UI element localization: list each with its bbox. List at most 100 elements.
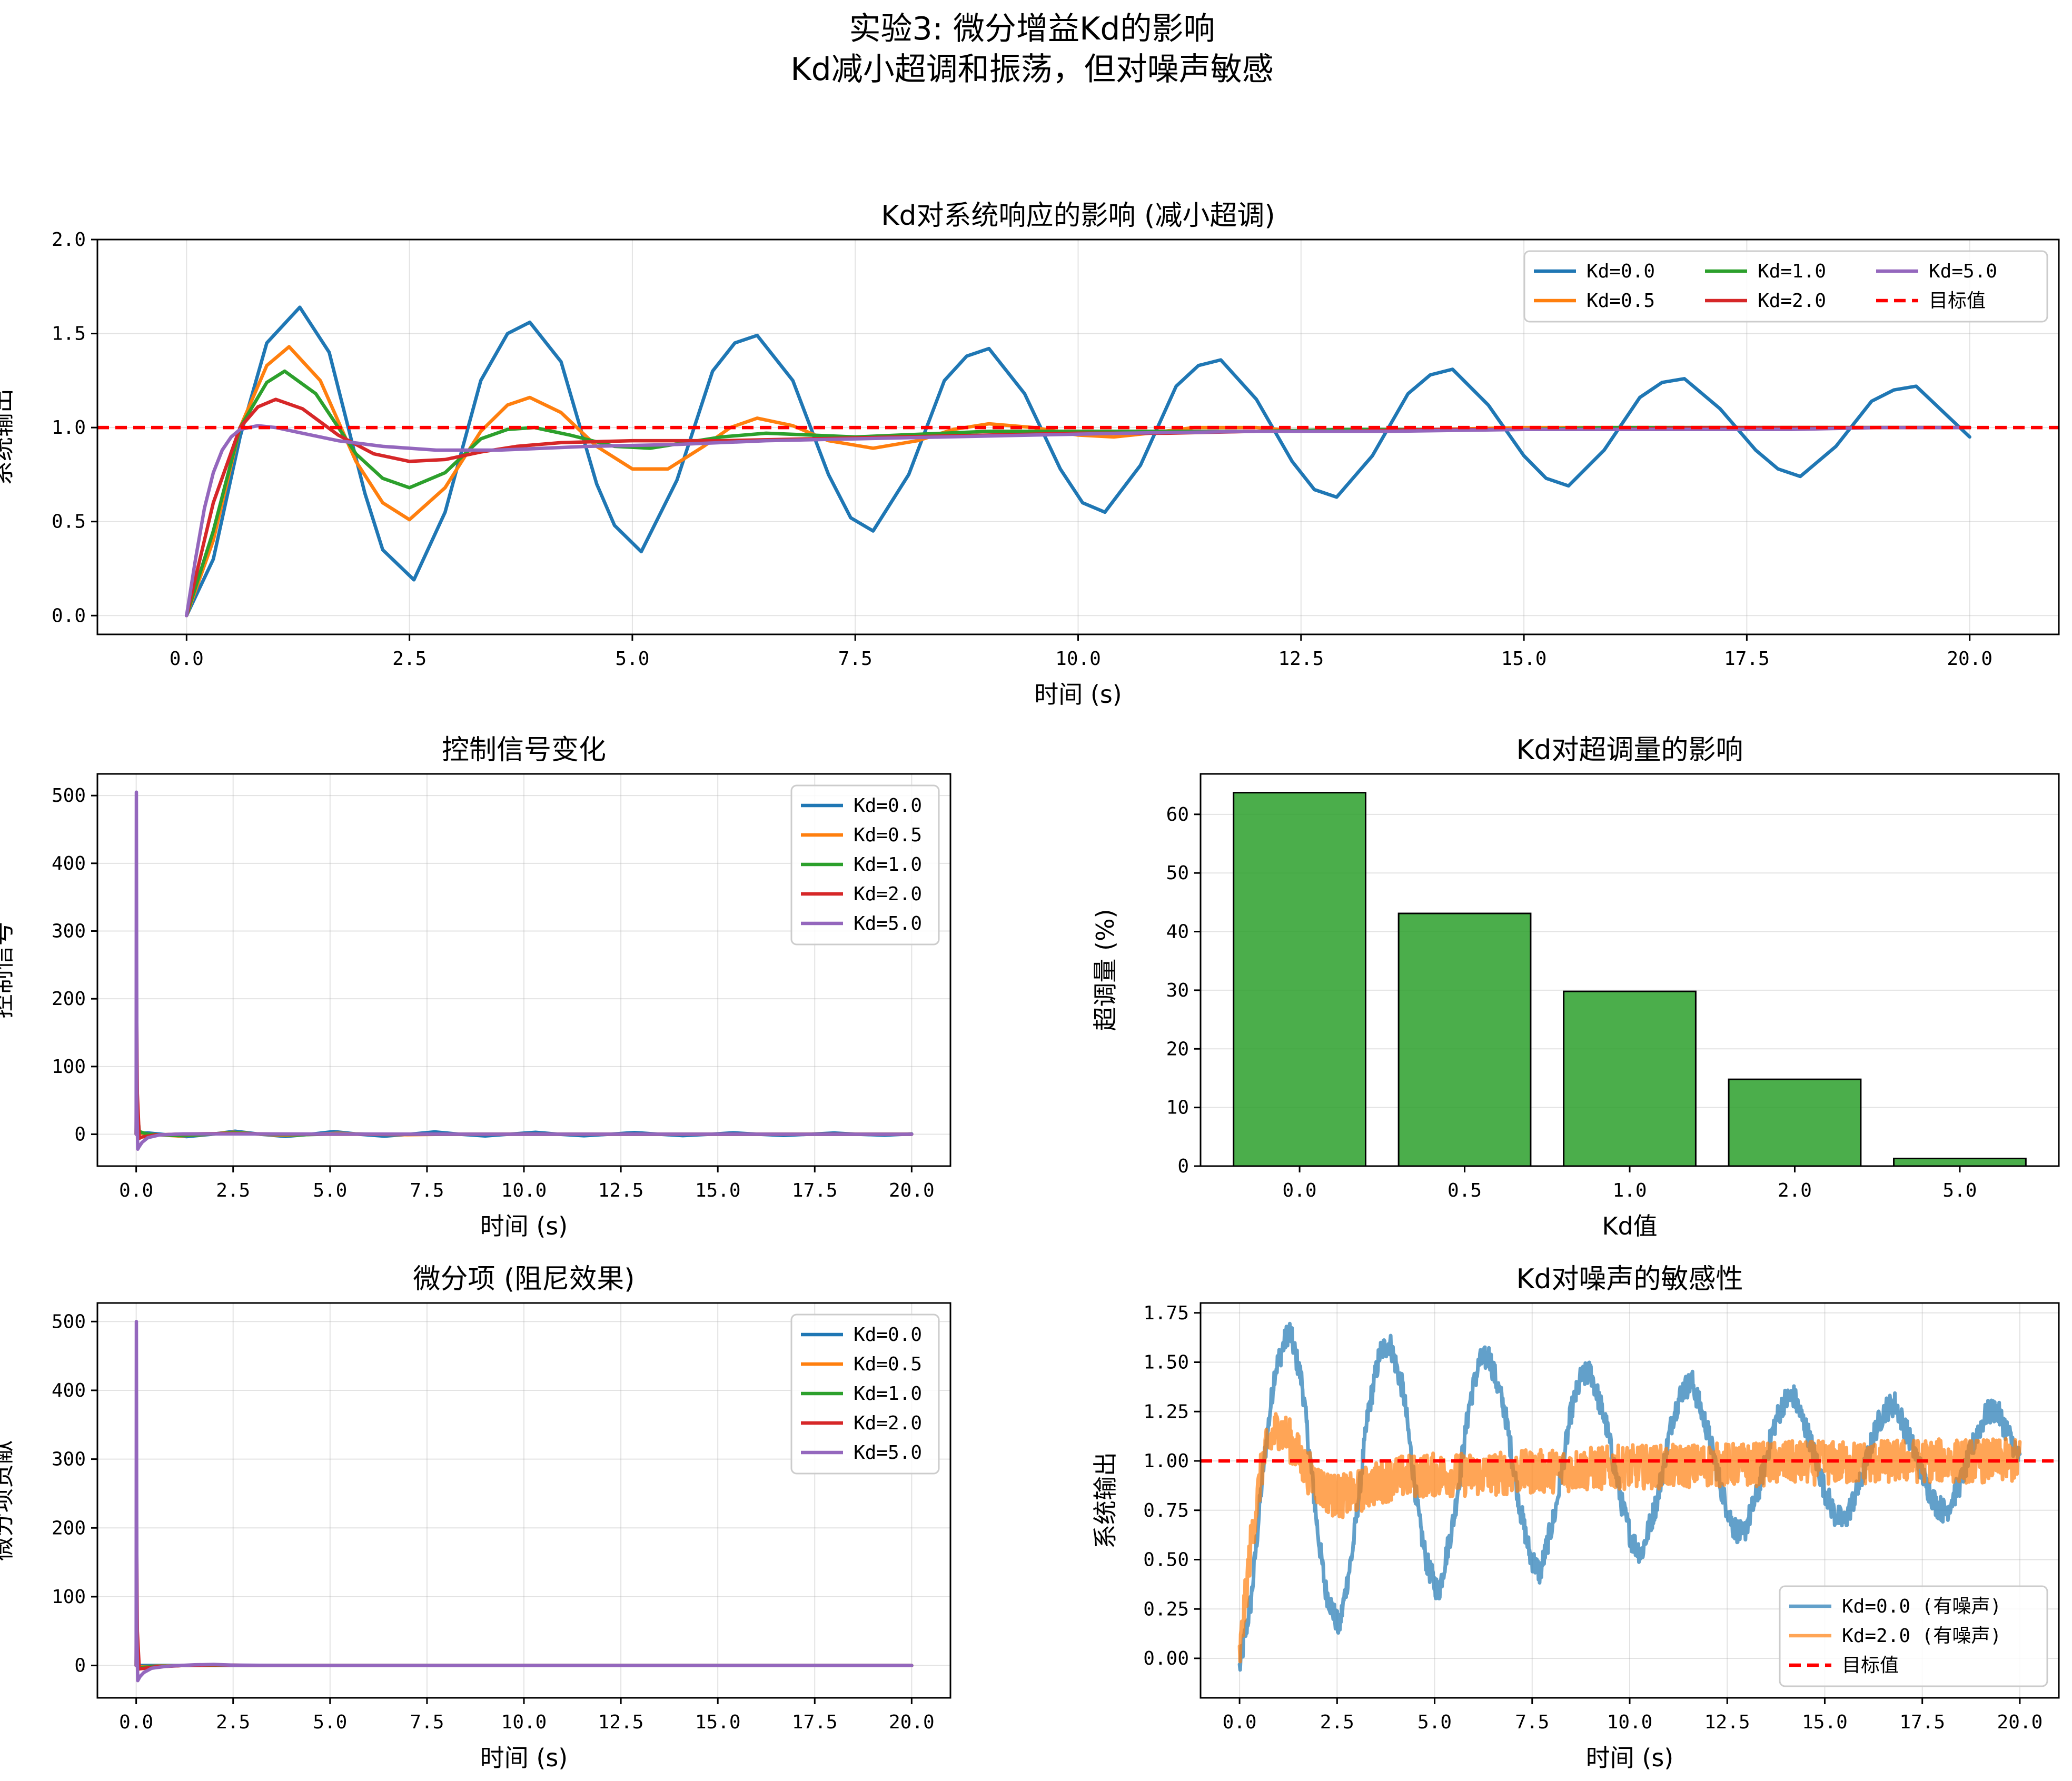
overshoot-bar-chart-panel: 0 10 20 30 40 50 60 Kd对超调量的影响 Kd值 超调量 (%) 0.0 0.5 1.… [1091,734,2060,1240]
0-ytick-label-3: 1.5 [52,323,86,345]
overshoot-category-label-2: 1.0 [1612,1180,1647,1201]
0-x-axis-label: 时间 (s) [1034,680,1122,709]
response-series-line-0 [185,305,1971,618]
1-chart-title: 控制信号变化 [442,734,606,766]
3-ytick-label-5: 500 [52,1311,86,1332]
4-ytick-label-1: 0.25 [1143,1598,1189,1620]
2-x-axis-label: Kd值 [1602,1212,1657,1240]
response-legend-label-2: Kd=1.0 [1758,261,1826,282]
response-series-line-4 [185,424,1971,618]
noise-legend-label-1: Kd=2.0 (有噪声) [1842,1625,2001,1647]
response-legend-label-3: Kd=2.0 [1758,290,1826,312]
figure-title-line-2: Kd减小超调和振荡，但对噪声敏感 [790,51,1273,88]
derivative-axes-frame [96,1302,951,1699]
overshoot-axes-frame [1199,773,2060,1167]
0-xtick-label-3: 7.5 [838,648,873,670]
4-xtick-label-6: 15.0 [1802,1712,1848,1733]
3-xtick-label-7: 17.5 [792,1712,838,1733]
overshoot-bar-1 [1397,912,1532,1167]
derivative-legend-box [790,1314,940,1475]
1-ytick-label-0: 0 [74,1124,86,1146]
derivative-legend-label-1: Kd=0.5 [854,1354,922,1375]
0-ytick-label-0: 0.0 [52,605,86,626]
0-xtick-label-8: 20.0 [1947,648,1992,670]
0-xtick-label-7: 17.5 [1724,648,1770,670]
1-xtick-label-6: 15.0 [695,1180,741,1201]
2-ytick-label-0: 0 [1177,1156,1189,1177]
4-xtick-label-1: 2.5 [1320,1712,1354,1733]
3-xtick-label-0: 0.0 [119,1712,153,1733]
control-legend-box [790,784,940,946]
overshoot-category-label-0: 0.0 [1283,1180,1317,1201]
derivative-legend-label-4: Kd=5.0 [854,1442,922,1464]
noise-legend: Kd=0.0 (有噪声) Kd=2.0 (有噪声) 目标值 [1779,1585,2048,1687]
3-xtick-label-1: 2.5 [216,1712,250,1733]
3-xtick-label-8: 20.0 [889,1712,935,1733]
derivative-legend-label-3: Kd=2.0 [854,1412,922,1434]
response-legend-label-5: 目标值 [1929,290,1986,312]
1-xtick-label-1: 2.5 [216,1180,250,1201]
control-axes-frame [96,773,951,1167]
1-xtick-label-5: 12.5 [598,1180,644,1201]
overshoot-category-label-4: 5.0 [1942,1180,1977,1201]
1-ytick-label-2: 200 [52,988,86,1010]
1-xtick-label-0: 0.0 [119,1180,153,1201]
response-legend-label-4: Kd=5.0 [1929,261,1997,282]
2-ytick-label-2: 20 [1166,1038,1189,1060]
3-ytick-label-3: 300 [52,1449,86,1470]
4-xtick-label-5: 12.5 [1704,1712,1750,1733]
derivative-legend: Kd=0.0 Kd=0.5 Kd=1.0 Kd=2.0 Kd=5.0 [790,1314,940,1475]
0-ytick-label-1: 0.5 [52,511,86,533]
noise-legend-label-0: Kd=0.0 (有噪声) [1842,1596,2001,1617]
2-ytick-label-4: 40 [1166,921,1189,943]
4-xtick-label-3: 7.5 [1515,1712,1549,1733]
derivative-term-chart-panel: 0.0 2.5 5.0 7.5 10.0 12.5 15.0 17.5 20.0 0 100 200 3… [0,1263,951,1772]
4-xtick-label-0: 0.0 [1223,1712,1257,1733]
4-chart-title: Kd对噪声的敏感性 [1516,1263,1743,1295]
0-y-axis-label: 系统输出 [0,389,16,485]
control-series-line-4 [134,790,914,1151]
control-legend-label-4: Kd=5.0 [854,913,922,934]
4-ytick-label-7: 1.75 [1143,1302,1189,1324]
0-xtick-label-1: 2.5 [392,648,427,670]
response-series-group [97,305,2059,618]
0-xtick-label-2: 5.0 [615,648,649,670]
1-ytick-label-3: 300 [52,921,86,942]
0-ytick-label-4: 2.0 [52,229,86,251]
control-legend-label-2: Kd=1.0 [854,854,922,875]
1-ytick-label-4: 400 [52,853,86,874]
noise-sensitivity-chart-panel: 0.0 2.5 5.0 7.5 10.0 12.5 15.0 17.5 20.0 0.00 0.25… [1091,1263,2060,1772]
2-ytick-label-3: 30 [1166,980,1189,1001]
response-chart-panel: 0.0 2.5 5.0 7.5 10.0 12.5 15.0 17.5 20.0 0.0 0.5 1.… [0,200,2060,709]
overshoot-category-label-1: 0.5 [1448,1180,1482,1201]
overshoot-bar-2 [1563,990,1697,1167]
derivative-series-group [134,1320,914,1683]
noise-axes-frame [1199,1302,2060,1699]
figure-title-line-1: 实验3: 微分增益Kd的影响 [849,11,1215,47]
2-chart-title: Kd对超调量的影响 [1516,734,1743,766]
4-ytick-label-2: 0.50 [1143,1549,1189,1571]
1-ytick-label-5: 500 [52,785,86,807]
noise-series-line-1 [1237,1412,2022,1664]
2-ytick-label-5: 50 [1166,862,1189,884]
1-xtick-label-7: 17.5 [792,1180,838,1201]
3-ytick-label-0: 0 [74,1655,86,1677]
overshoot-bar-3 [1728,1078,1862,1167]
overshoot-bar-4 [1893,1158,2027,1167]
control-signal-chart-panel: 0.0 2.5 5.0 7.5 10.0 12.5 15.0 17.5 20.0 0 100 200 3… [0,734,951,1240]
derivative-legend-label-0: Kd=0.0 [854,1324,922,1346]
4-xtick-label-4: 10.0 [1607,1712,1653,1733]
control-legend: Kd=0.0 Kd=0.5 Kd=1.0 Kd=2.0 Kd=5.0 [790,784,940,946]
derivative-series-line-4 [134,1320,914,1683]
1-xtick-label-4: 10.0 [501,1180,547,1201]
2-ytick-label-6: 60 [1166,804,1189,825]
2-ytick-label-1: 10 [1166,1097,1189,1119]
1-x-axis-label: 时间 (s) [480,1212,568,1240]
noise-series-group [1201,1321,2059,1672]
3-x-axis-label: 时间 (s) [480,1744,568,1772]
3-xtick-label-5: 12.5 [598,1712,644,1733]
0-ytick-label-2: 1.0 [52,417,86,439]
2-y-axis-label: 超调量 (%) [1091,909,1119,1031]
4-x-axis-label: 时间 (s) [1586,1744,1673,1772]
